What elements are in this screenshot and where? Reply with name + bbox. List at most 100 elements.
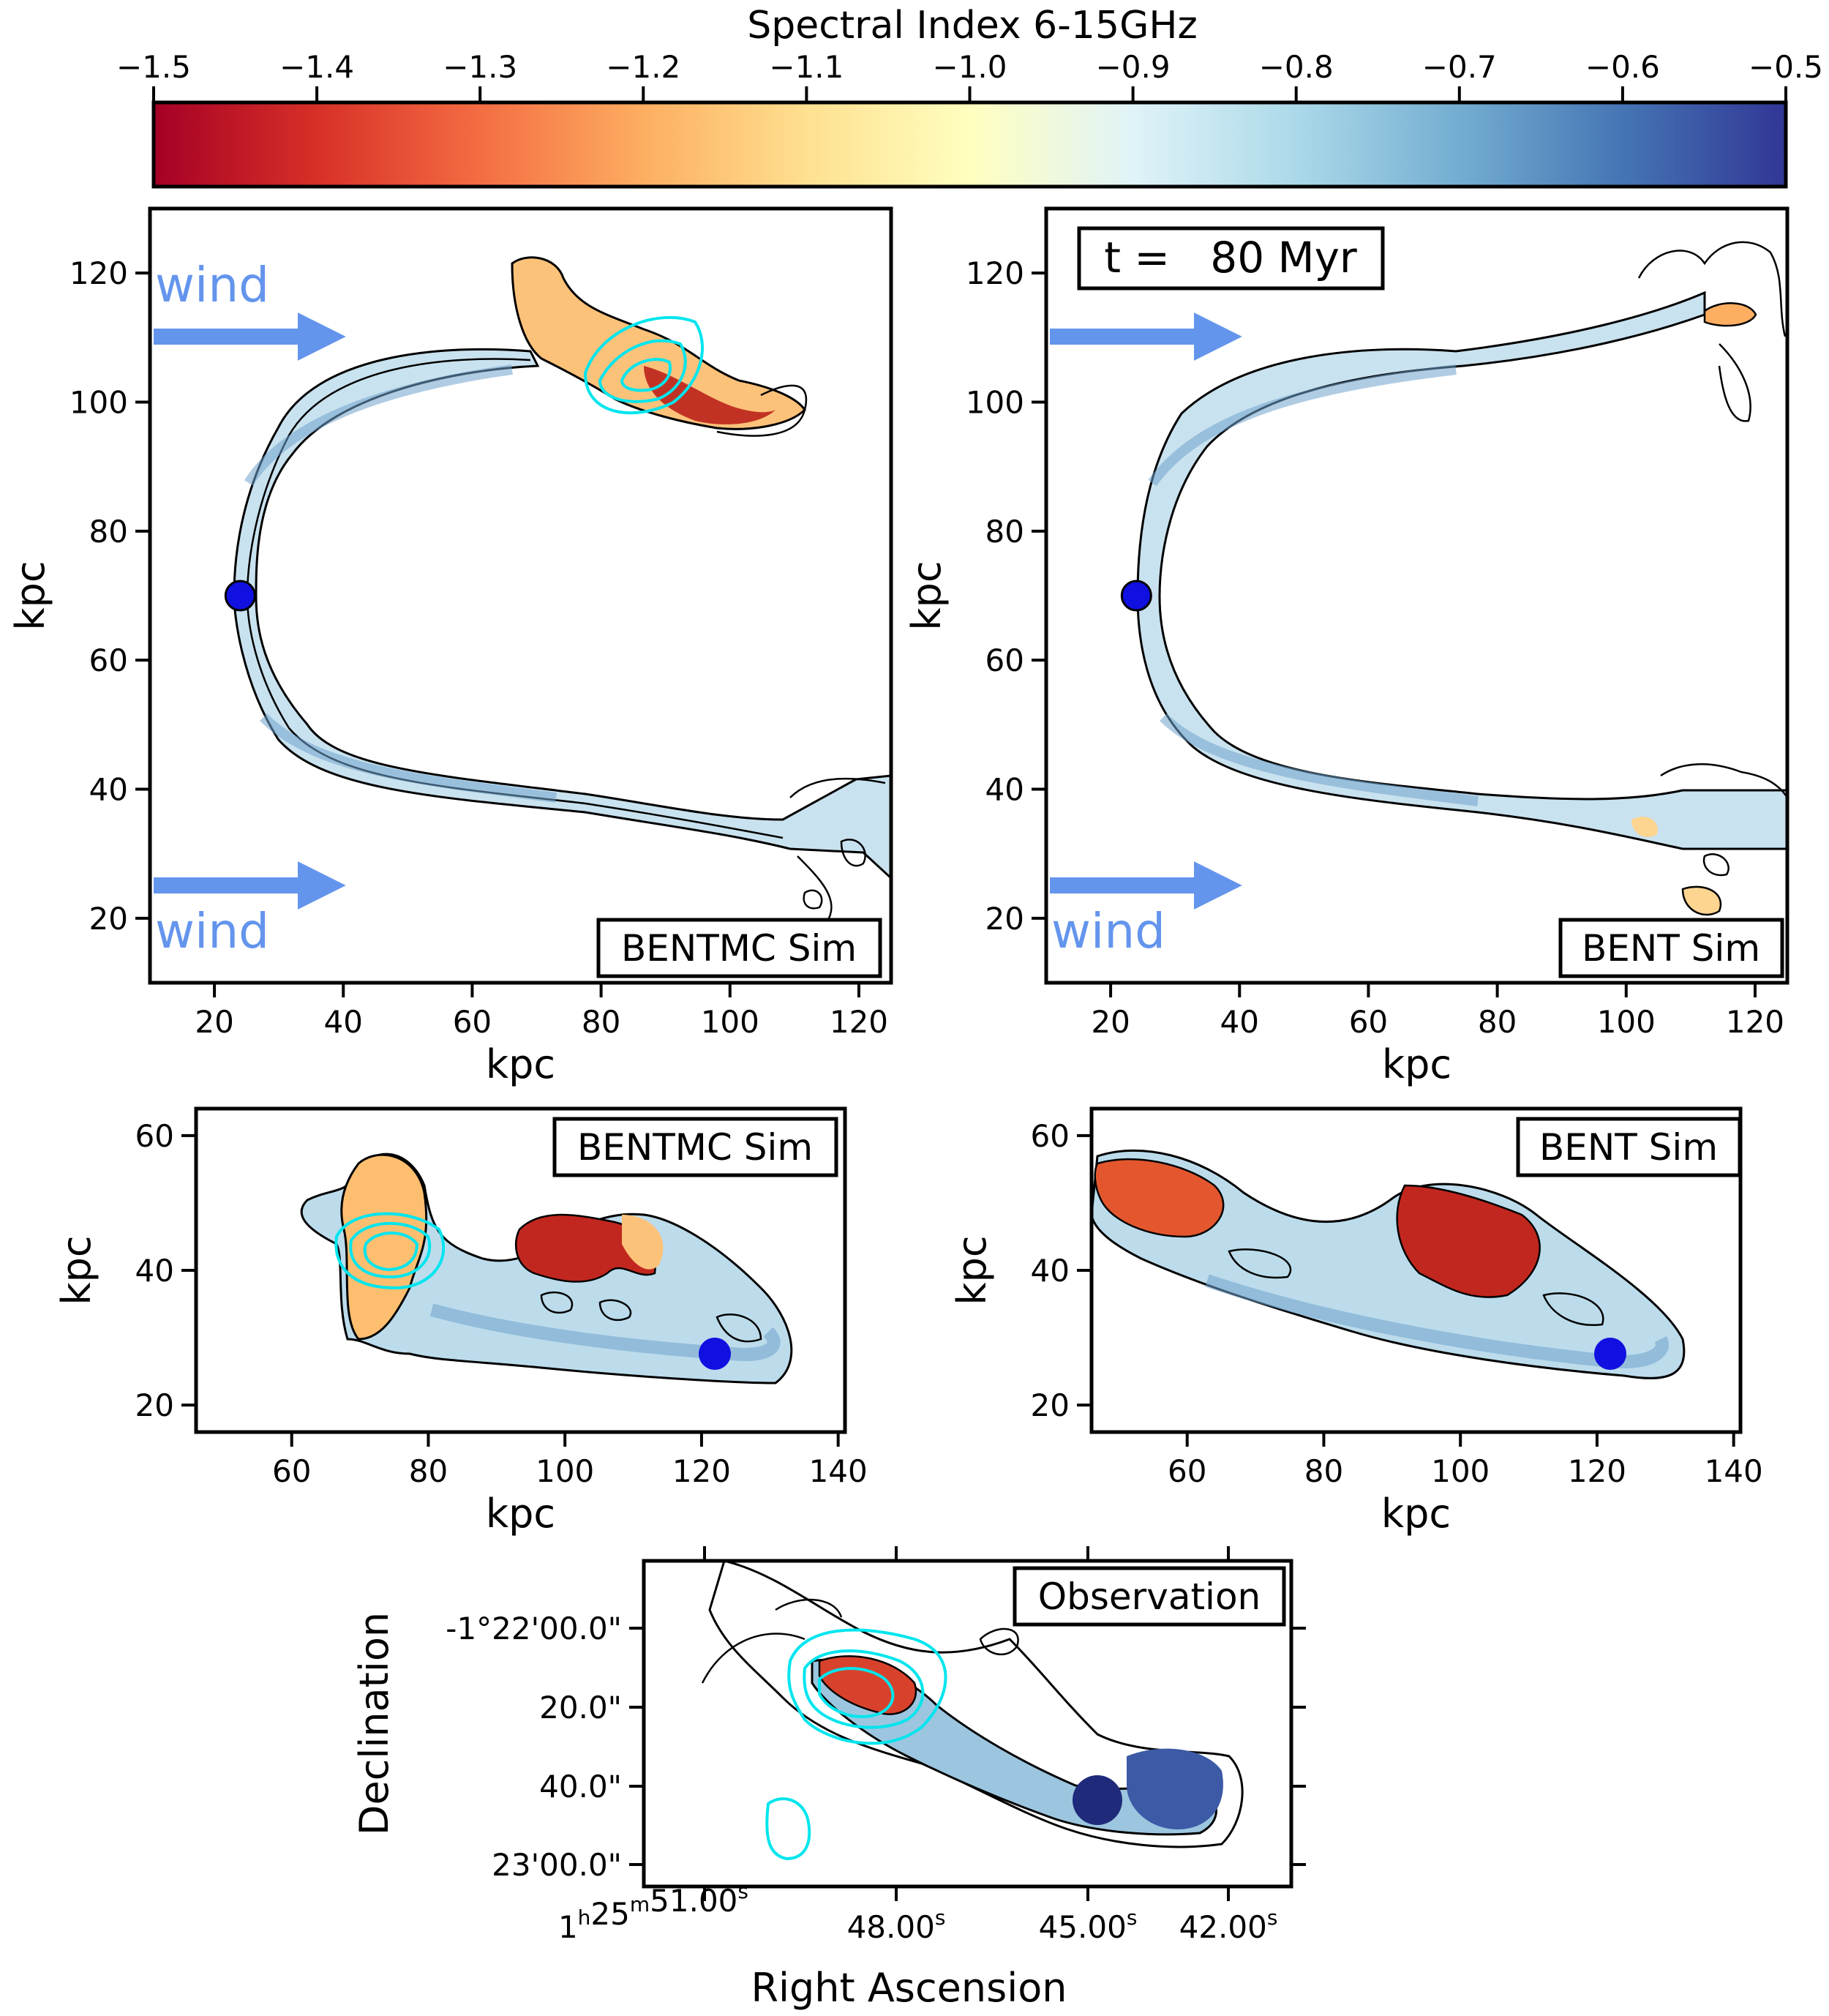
- jet-blue-tail: [429, 1303, 781, 1361]
- axes-frame: [1044, 206, 1789, 985]
- x-tick-label: 80: [1304, 1453, 1343, 1489]
- colorbar-tick-label: −0.9: [1096, 49, 1171, 85]
- colorbar-tick-label: −1.3: [443, 49, 517, 85]
- x-tick-label: 80: [1478, 1004, 1517, 1040]
- x-tick-label: 20: [1091, 1004, 1130, 1040]
- colorbar-ticks: −1.5 −1.4 −1.3 −1.2 −1.1 −1.0 −0.9 −0.8 −0.7 −0.6…: [116, 49, 1823, 102]
- y-tick-label: 20: [985, 901, 1024, 937]
- panel-c-legend-box: BENTMC Sim: [552, 1117, 838, 1177]
- lobe-blue-ridge: [1148, 364, 1479, 806]
- panel-b-legend-box: BENT Sim: [1558, 918, 1784, 978]
- panel-e-legend-box: Observation: [1013, 1566, 1286, 1627]
- x-tick-label: 100: [1597, 1004, 1656, 1040]
- jet-hot-region: [514, 1213, 656, 1283]
- y-tick-label: 40: [135, 1253, 174, 1289]
- colorbar-tick-label: −1.1: [769, 49, 844, 85]
- lobe-warm-spot-corner: [1681, 885, 1722, 916]
- x-tick-label: 140: [1705, 1453, 1763, 1489]
- panel-c-label: BENTMC Sim: [577, 1126, 813, 1169]
- wind-label-bottom: wind: [1051, 903, 1165, 959]
- x-tick-label: 120: [1726, 1004, 1784, 1040]
- jet-blue-tail: [1205, 1274, 1669, 1368]
- panel-b-time-box: t = 80 Myr: [1077, 226, 1385, 291]
- y-tick-label: 40: [985, 772, 1024, 808]
- panel-d-plot-area: [1092, 1149, 1686, 1379]
- panel-d-axes: 60 80 100 120 140 20 40 60 kpc kpc: [949, 1106, 1763, 1537]
- x-tick-label: 60: [272, 1453, 311, 1489]
- panel-b-label: BENT Sim: [1582, 927, 1760, 970]
- colorbar-tick-label: −0.7: [1422, 49, 1497, 85]
- y-tick-label: 20: [1031, 1387, 1070, 1423]
- x-tick-label: 100: [536, 1453, 594, 1489]
- colorbar-tick-label: −1.0: [933, 49, 1007, 85]
- lobe-warm-spot-lower: [1631, 817, 1658, 837]
- y-axis-label: kpc: [949, 1235, 995, 1305]
- y-tick-label: 120: [966, 255, 1024, 291]
- y-tick-label: 20.0": [539, 1690, 622, 1725]
- jet-hot-region-left: [1094, 1158, 1225, 1238]
- x-tick-label: 80: [582, 1004, 620, 1040]
- panel-e-axes: 1h25m51.00s 48.00s 45.00s 42.00s -1°22'00.0"…: [351, 1546, 1306, 2011]
- x-tick-label: 60: [453, 1004, 492, 1040]
- x-tick-label: 80: [409, 1453, 448, 1489]
- panel-a-label: BENTMC Sim: [621, 927, 857, 970]
- y-tick-label: 40.0": [539, 1769, 622, 1805]
- x-tick-label: 48.00s: [847, 1906, 946, 1945]
- lobe-blue-ridge: [244, 364, 557, 803]
- jet-warm-mid: [622, 1215, 664, 1270]
- panel-b-axes: 20 40 60 80 100 120 20 40 60 80 100 120 kpc kpc: [904, 206, 1789, 1087]
- cyan-contours: [583, 315, 704, 415]
- panel-c-plot-area: [300, 1153, 793, 1384]
- x-tick-label: 42.00s: [1179, 1906, 1278, 1945]
- x-axis-label: kpc: [1382, 1041, 1451, 1087]
- x-tick-label: 60: [1168, 1453, 1206, 1489]
- x-tick-label: 20: [195, 1004, 233, 1040]
- colorbar-tick-label: −0.6: [1585, 49, 1660, 85]
- x-tick-label: 40: [324, 1004, 363, 1040]
- y-tick-label: 60: [89, 642, 128, 678]
- panel-b-time-label: t = 80 Myr: [1104, 233, 1357, 282]
- axes-frame: [148, 206, 893, 985]
- panel-e-label: Observation: [1038, 1575, 1261, 1618]
- y-tick-label: 80: [985, 514, 1024, 550]
- panel-d-legend-box: BENT Sim: [1516, 1117, 1742, 1177]
- wind-label-bottom: wind: [155, 903, 269, 959]
- lobe-warm-region: [511, 256, 806, 430]
- y-tick-label: 60: [985, 642, 1024, 678]
- y-tick-label: 120: [70, 255, 128, 291]
- obs-core-marker: [1073, 1775, 1122, 1825]
- core-marker: [699, 1338, 731, 1370]
- panel-observation: 1h25m51.00s 48.00s 45.00s 42.00s -1°22'00.0"…: [351, 1546, 1306, 2011]
- colorbar-tick-label: −1.5: [116, 49, 191, 85]
- lobe-hot-region: [644, 366, 775, 424]
- jet-warm-region: [340, 1153, 428, 1341]
- core-marker: [1594, 1338, 1626, 1370]
- y-axis-label: Declination: [351, 1612, 397, 1835]
- panel-b-plot-area: wind: [1050, 241, 1787, 959]
- x-axis-label: kpc: [1381, 1491, 1451, 1537]
- y-tick-label: 20: [135, 1387, 174, 1423]
- x-axis-label: kpc: [486, 1041, 555, 1087]
- y-tick-label: 40: [1031, 1253, 1070, 1289]
- x-tick-label: 100: [1431, 1453, 1490, 1489]
- panel-bentmc-zoom: 60 80 100 120 140 20 40 60 kpc kpc BENTMC Sim: [53, 1106, 868, 1537]
- panel-d-label: BENT Sim: [1539, 1126, 1718, 1169]
- panel-bent-full: wind 20 40 60 80 100 12020406080100120kpckpc …: [904, 206, 1789, 1087]
- panel-a-axes: 20 40 60 80 100 120 20 40 60 80 100 120 kpc kpc: [7, 206, 893, 1087]
- colorbar-tick-label: −1.2: [606, 49, 680, 85]
- y-tick-label: 23'00.0": [492, 1847, 622, 1883]
- lobe-warm-spot: [1703, 302, 1757, 327]
- y-tick-label: 20: [89, 901, 128, 937]
- x-tick-label: 1h25m51.00s: [558, 1879, 748, 1945]
- x-tick-label: 40: [1220, 1004, 1259, 1040]
- obs-outer-contours: [701, 1598, 1019, 1684]
- panel-e-plot-area: [701, 1561, 1244, 1861]
- obs-core-blue: [1127, 1748, 1223, 1829]
- y-tick-label: 80: [89, 514, 128, 550]
- y-tick-label: 100: [966, 385, 1024, 421]
- core-marker: [224, 580, 256, 612]
- colorbar-tick-label: −0.5: [1749, 49, 1823, 85]
- y-tick-label: 60: [135, 1118, 174, 1154]
- y-axis-label: kpc: [7, 561, 53, 630]
